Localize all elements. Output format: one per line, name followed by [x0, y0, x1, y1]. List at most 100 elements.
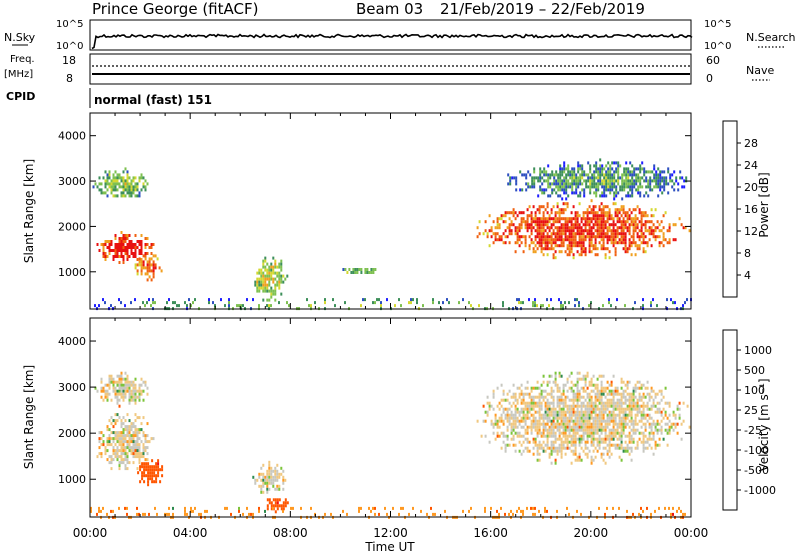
heatmap-cell — [582, 431, 585, 435]
heatmap-cell — [544, 449, 547, 453]
heatmap-cell — [662, 244, 665, 248]
heatmap-cell — [634, 416, 637, 420]
heatmap-cell — [556, 410, 559, 414]
heatmap-cell — [108, 428, 111, 432]
heatmap-cell — [124, 389, 127, 393]
heatmap-cell — [656, 226, 659, 230]
heatmap-cell — [666, 241, 669, 245]
heatmap-cell — [146, 386, 149, 390]
heatmap-cell — [612, 413, 615, 417]
heatmap-cell — [568, 407, 571, 411]
heatmap-cell — [500, 383, 503, 387]
heatmap-cell — [92, 185, 95, 189]
heatmap-cell — [625, 194, 628, 198]
heatmap-cell — [548, 392, 551, 396]
freq-unit: [MHz] — [4, 69, 33, 80]
heatmap-cell — [90, 506, 92, 510]
heatmap-cell — [136, 449, 139, 453]
heatmap-cell — [262, 265, 265, 269]
heatmap-cell — [546, 437, 549, 441]
heatmap-cell — [598, 425, 601, 429]
heatmap-cell — [280, 274, 283, 278]
heatmap-cell — [516, 410, 519, 414]
heatmap-cell — [666, 298, 668, 302]
heatmap-cell — [358, 506, 360, 510]
heatmap-cell — [536, 419, 539, 423]
heatmap-cell — [492, 422, 495, 426]
heatmap-cell — [126, 173, 129, 177]
heatmap-cell — [548, 304, 550, 308]
heatmap-cell — [616, 298, 618, 302]
heatmap-cell — [577, 185, 580, 189]
heatmap-cell — [605, 170, 608, 174]
heatmap-cell — [622, 223, 625, 227]
heatmap-cell — [108, 185, 111, 189]
heatmap-cell — [582, 232, 585, 236]
heatmap-cell — [546, 247, 549, 251]
heatmap-cell — [98, 176, 101, 180]
heatmap-cell — [262, 475, 265, 479]
heatmap-cell — [518, 410, 521, 414]
heatmap-cell — [594, 395, 597, 399]
heatmap-cell — [597, 170, 600, 174]
heatmap-cell — [374, 512, 376, 516]
heatmap-cell — [622, 401, 625, 405]
heatmap-cell — [116, 182, 119, 186]
heatmap-cell — [552, 446, 555, 450]
heatmap-cell — [546, 509, 548, 513]
heatmap-cell — [609, 188, 612, 192]
heatmap-cell — [580, 377, 583, 381]
heatmap-cell — [594, 223, 597, 227]
heatmap-cell — [630, 440, 633, 444]
heatmap-cell — [592, 431, 595, 435]
heatmap-cell — [126, 182, 129, 186]
heatmap-cell — [572, 428, 575, 432]
heatmap-cell — [660, 431, 663, 435]
heatmap-cell — [602, 208, 605, 212]
heatmap-cell — [266, 286, 269, 290]
heatmap-cell — [632, 389, 635, 393]
heatmap-cell — [626, 422, 629, 426]
heatmap-cell — [360, 268, 363, 271]
heatmap-cell — [654, 208, 657, 212]
heatmap-cell — [544, 223, 547, 227]
heatmap-cell — [532, 413, 535, 417]
heatmap-cell — [560, 250, 563, 254]
heatmap-cell — [553, 188, 556, 192]
heatmap-cell — [154, 254, 157, 258]
heatmap-cell — [532, 446, 535, 450]
heatmap-cell — [122, 246, 125, 249]
heatmap-cell — [514, 226, 517, 230]
heatmap-cell — [532, 205, 535, 209]
heatmap-cell — [652, 389, 655, 393]
heatmap-cell — [98, 188, 101, 192]
heatmap-cell — [674, 425, 677, 429]
nsky-label: N.Sky — [4, 31, 36, 44]
heatmap-cell — [638, 238, 641, 242]
heatmap-cell — [649, 179, 652, 183]
heatmap-cell — [160, 269, 163, 273]
heatmap-cell — [583, 188, 586, 192]
heatmap-cell — [660, 410, 663, 414]
heatmap-cell — [554, 410, 557, 414]
heatmap-cell — [604, 205, 607, 209]
heatmap-cell — [274, 265, 277, 269]
heatmap-cell — [630, 211, 633, 215]
heatmap-cell — [582, 214, 585, 218]
heatmap-cell — [605, 176, 608, 180]
x-tick-label: 04:00 — [173, 526, 208, 540]
heatmap-cell — [568, 232, 571, 236]
heatmap-cell — [268, 298, 271, 302]
heatmap-cell — [644, 446, 647, 450]
heatmap-cell — [550, 431, 553, 435]
heatmap-cell — [594, 392, 597, 396]
heatmap-cell — [546, 244, 549, 248]
heatmap-cell — [650, 389, 653, 393]
heatmap-cell — [625, 185, 628, 189]
heatmap-cell — [565, 176, 568, 180]
heatmap-cell — [104, 243, 107, 246]
heatmap-cell — [500, 217, 503, 221]
heatmap-cell — [270, 478, 273, 482]
heatmap-cell — [506, 443, 509, 447]
heatmap-cell — [625, 182, 628, 186]
